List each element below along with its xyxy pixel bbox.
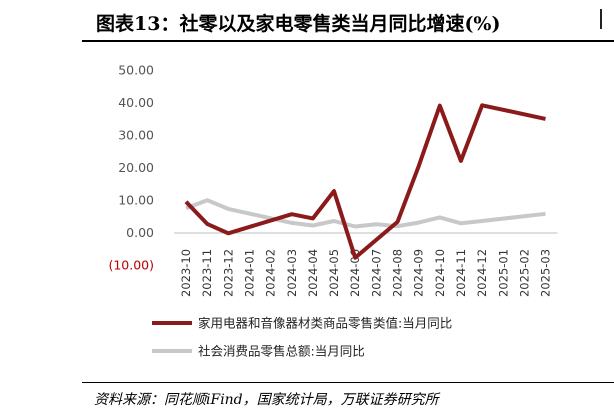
y-axis: (10.00) 0.00 10.00 20.00 30.00 40.00 50.00 [108, 63, 154, 273]
y-tick-label: 20.00 [118, 160, 154, 175]
x-tick-label: 2024-08 [391, 249, 405, 297]
x-tick-label: 2023-11 [200, 249, 214, 297]
x-tick-label: 2025-02 [517, 249, 531, 297]
x-tick-label: 2024-06 [348, 249, 362, 297]
x-tick-label: 2024-05 [327, 249, 341, 297]
x-tick-label: 2024-11 [454, 249, 468, 297]
source-divider [82, 382, 614, 383]
x-tick-label: 2024-03 [285, 249, 299, 297]
x-tick-label: 2023-12 [221, 249, 235, 297]
y-tick-label: 0.00 [126, 225, 154, 240]
legend-label: 社会消费品零售总额:当月同比 [198, 344, 365, 359]
y-tick-label: 40.00 [118, 95, 154, 110]
x-tick-label: 2025-01 [496, 249, 510, 297]
source-note: 资料来源：同花顺iFind，国家统计局，万联证券研究所 [94, 392, 439, 408]
legend-label: 家用电器和音像器材类商品零售类值:当月同比 [198, 316, 452, 331]
y-tick-label: 30.00 [118, 128, 154, 143]
chart-title: 图表13：社零以及家电零售类当月同比增速(%) [96, 13, 501, 35]
title-bar: 图表13：社零以及家电零售类当月同比增速(%) [82, 0, 614, 42]
line-chart: (10.00) 0.00 10.00 20.00 30.00 40.00 50.00 202… [108, 63, 558, 359]
series-lines [184, 103, 546, 260]
x-tick-label: 2023-10 [179, 249, 193, 297]
title-edge-marker [600, 9, 614, 29]
x-tick-label: 2024-04 [306, 249, 320, 297]
x-tick-label: 2024-01 [242, 249, 256, 297]
x-tick-label: 2024-12 [475, 249, 489, 297]
x-tick-label: 2025-03 [539, 249, 553, 297]
x-tick-label: 2024-10 [433, 249, 447, 297]
series-line-retail-total [185, 198, 546, 229]
x-tick-label: 2024-09 [412, 249, 426, 297]
x-tick-label: 2024-07 [369, 249, 383, 297]
x-tick-label: 2024-02 [264, 249, 278, 297]
y-tick-label: 50.00 [118, 63, 154, 78]
y-tick-label: (10.00) [108, 258, 154, 273]
x-axis: 2023-10 2023-11 2023-12 2024-01 2024-02 2024-… [174, 232, 558, 297]
series-line-appliances [184, 103, 546, 260]
y-tick-label: 10.00 [118, 193, 154, 208]
